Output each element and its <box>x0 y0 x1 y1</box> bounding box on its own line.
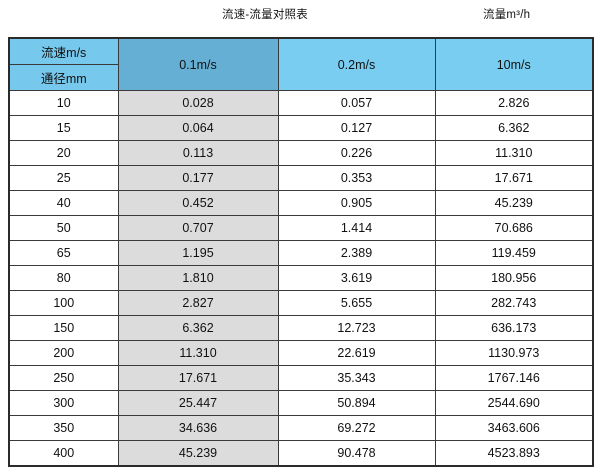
cell-flow-1: 0.226 <box>277 140 436 166</box>
header-velocity-label: 流速m/s <box>8 37 119 65</box>
cell-diameter: 250 <box>8 365 119 391</box>
flow-rate-table: 流速m/s 0.1m/s 0.2m/s 10m/s 通径mm 10 0.028 0.… <box>8 37 594 467</box>
table-row: 100 2.827 5.655 282.743 <box>8 290 594 316</box>
cell-flow-0: 1.810 <box>117 265 279 291</box>
table-row: 400 45.239 90.478 4523.893 <box>8 440 594 466</box>
cell-flow-0: 34.636 <box>117 415 279 441</box>
cell-flow-2: 2.826 <box>434 90 594 116</box>
cell-flow-0: 45.239 <box>117 440 279 466</box>
cell-diameter: 400 <box>8 440 119 466</box>
cell-diameter: 100 <box>8 290 119 316</box>
header-column-0: 0.1m/s <box>117 37 279 91</box>
cell-flow-0: 17.671 <box>117 365 279 391</box>
cell-flow-1: 69.272 <box>277 415 436 441</box>
table-row: 350 34.636 69.272 3463.606 <box>8 415 594 441</box>
cell-flow-2: 45.239 <box>434 190 594 216</box>
cell-flow-1: 0.905 <box>277 190 436 216</box>
cell-flow-0: 0.177 <box>117 165 279 191</box>
cell-flow-1: 0.127 <box>277 115 436 141</box>
cell-diameter: 15 <box>8 115 119 141</box>
cell-flow-1: 3.619 <box>277 265 436 291</box>
cell-flow-2: 3463.606 <box>434 415 594 441</box>
cell-diameter: 65 <box>8 240 119 266</box>
cell-flow-0: 0.064 <box>117 115 279 141</box>
header-column-2: 10m/s <box>434 37 594 91</box>
cell-flow-1: 12.723 <box>277 315 436 341</box>
cell-flow-0: 6.362 <box>117 315 279 341</box>
cell-diameter: 300 <box>8 390 119 416</box>
cell-flow-1: 0.353 <box>277 165 436 191</box>
cell-flow-1: 50.894 <box>277 390 436 416</box>
table-header: 流速m/s 0.1m/s 0.2m/s 10m/s 通径mm <box>8 37 594 91</box>
cell-flow-2: 636.173 <box>434 315 594 341</box>
cell-diameter: 40 <box>8 190 119 216</box>
table-body: 10 0.028 0.057 2.826 15 0.064 0.127 6.362 20 0.11… <box>8 90 594 466</box>
cell-flow-1: 5.655 <box>277 290 436 316</box>
cell-flow-2: 4523.893 <box>434 440 594 466</box>
table-row: 300 25.447 50.894 2544.690 <box>8 390 594 416</box>
cell-diameter: 200 <box>8 340 119 366</box>
cell-flow-2: 11.310 <box>434 140 594 166</box>
table-row: 40 0.452 0.905 45.239 <box>8 190 594 216</box>
cell-flow-0: 25.447 <box>117 390 279 416</box>
cell-diameter: 10 <box>8 90 119 116</box>
header-diameter-label: 通径mm <box>8 64 119 91</box>
table-row: 10 0.028 0.057 2.826 <box>8 90 594 116</box>
cell-flow-0: 1.195 <box>117 240 279 266</box>
cell-flow-2: 2544.690 <box>434 390 594 416</box>
header-row-top: 流速m/s 0.1m/s 0.2m/s 10m/s <box>8 37 594 91</box>
cell-flow-1: 90.478 <box>277 440 436 466</box>
header-column-1: 0.2m/s <box>277 37 436 91</box>
cell-diameter: 20 <box>8 140 119 166</box>
cell-flow-1: 22.619 <box>277 340 436 366</box>
cell-diameter: 50 <box>8 215 119 241</box>
table-row: 20 0.113 0.226 11.310 <box>8 140 594 166</box>
table-row: 250 17.671 35.343 1767.146 <box>8 365 594 391</box>
cell-flow-1: 35.343 <box>277 365 436 391</box>
cell-flow-2: 180.956 <box>434 265 594 291</box>
cell-flow-2: 119.459 <box>434 240 594 266</box>
cell-flow-2: 1130.973 <box>434 340 594 366</box>
cell-flow-1: 1.414 <box>277 215 436 241</box>
cell-diameter: 25 <box>8 165 119 191</box>
cell-diameter: 80 <box>8 265 119 291</box>
cell-flow-2: 70.686 <box>434 215 594 241</box>
cell-flow-2: 6.362 <box>434 115 594 141</box>
cell-flow-0: 0.113 <box>117 140 279 166</box>
cell-flow-0: 0.707 <box>117 215 279 241</box>
cell-flow-0: 2.827 <box>117 290 279 316</box>
cell-flow-2: 17.671 <box>434 165 594 191</box>
unit-label: 流量m³/h <box>483 9 531 21</box>
cell-diameter: 350 <box>8 415 119 441</box>
table-row: 65 1.195 2.389 119.459 <box>8 240 594 266</box>
table-row: 200 11.310 22.619 1130.973 <box>8 340 594 366</box>
cell-flow-0: 0.028 <box>117 90 279 116</box>
cell-diameter: 150 <box>8 315 119 341</box>
page-title: 流速-流量对照表 <box>222 9 308 21</box>
cell-flow-2: 282.743 <box>434 290 594 316</box>
cell-flow-0: 11.310 <box>117 340 279 366</box>
table-row: 150 6.362 12.723 636.173 <box>8 315 594 341</box>
cell-flow-0: 0.452 <box>117 190 279 216</box>
table-row: 15 0.064 0.127 6.362 <box>8 115 594 141</box>
header-row-bottom: 通径mm <box>8 64 593 91</box>
table-row: 80 1.810 3.619 180.956 <box>8 265 594 291</box>
table-container: 流速m/s 0.1m/s 0.2m/s 10m/s 通径mm 10 0.028 0.… <box>8 37 594 467</box>
cell-flow-2: 1767.146 <box>434 365 594 391</box>
cell-flow-1: 2.389 <box>277 240 436 266</box>
table-row: 50 0.707 1.414 70.686 <box>8 215 594 241</box>
caption-row: 流速-流量对照表 流量m³/h <box>0 0 600 34</box>
table-row: 25 0.177 0.353 17.671 <box>8 165 594 191</box>
cell-flow-1: 0.057 <box>277 90 436 116</box>
